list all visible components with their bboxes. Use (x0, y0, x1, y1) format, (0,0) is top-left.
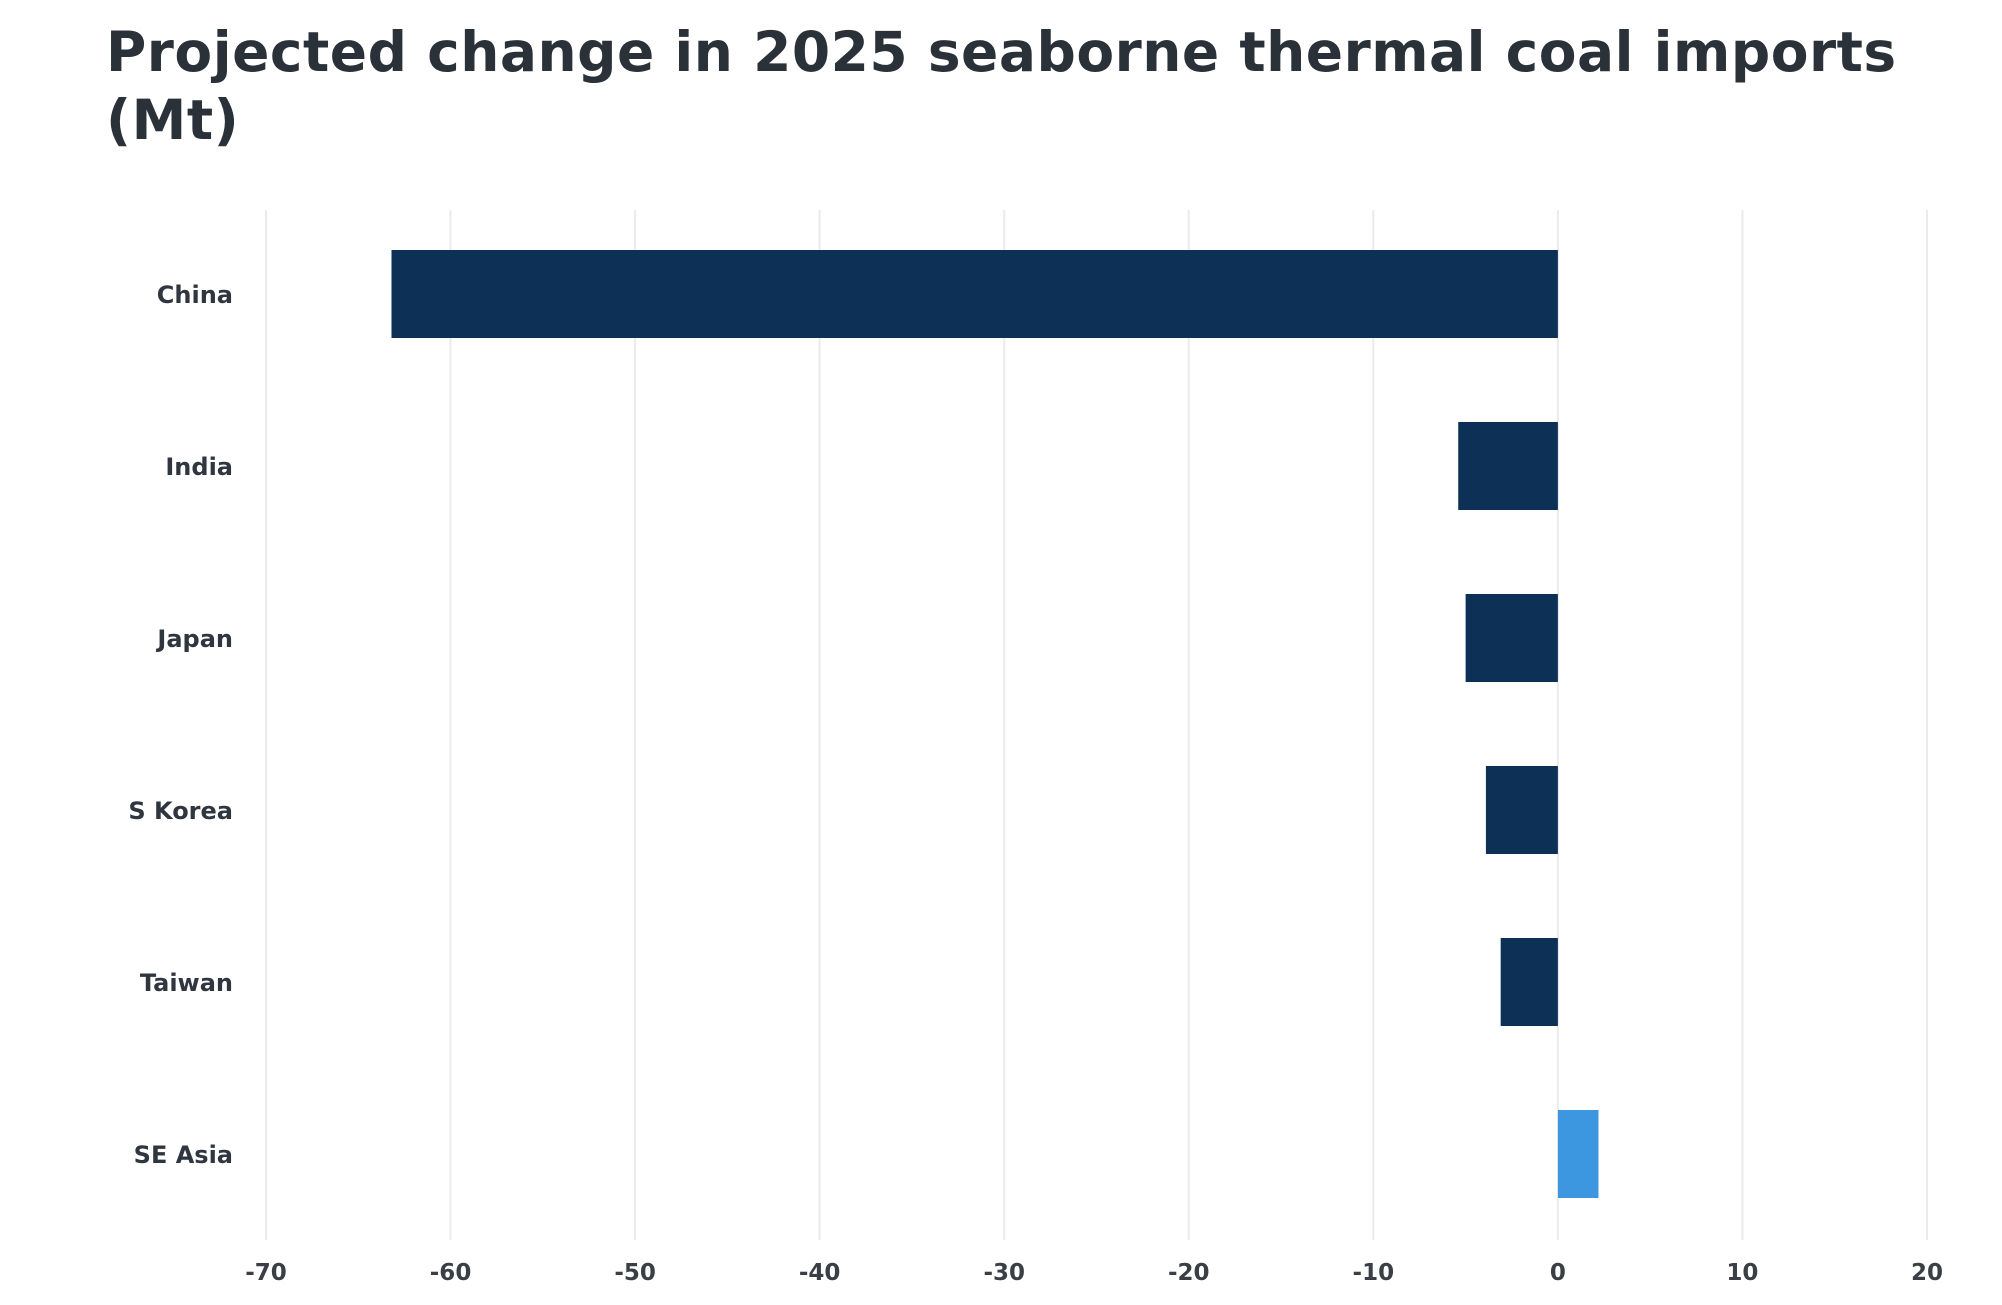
x-tick-label-50: -50 (614, 1260, 656, 1286)
category-label-se-asia: SE Asia (134, 1141, 233, 1169)
category-label-taiwan: Taiwan (140, 969, 233, 997)
bar-china (391, 250, 1558, 338)
bar-se-asia (1557, 1110, 1599, 1198)
x-tick-label-70: -70 (245, 1260, 287, 1286)
category-label-japan: Japan (155, 625, 233, 653)
bars (391, 250, 1599, 1198)
x-tick-label-40: -40 (799, 1260, 841, 1286)
x-tick-label-10: 10 (1726, 1260, 1758, 1286)
x-tick-label-30: -30 (983, 1260, 1025, 1286)
x-tick-label-10: -10 (1353, 1260, 1395, 1286)
category-label-s-korea: S Korea (128, 797, 233, 825)
x-tick-label-20: -20 (1168, 1260, 1210, 1286)
gridlines (265, 210, 1928, 1240)
chart-title: Projected change in 2025 seaborne therma… (106, 20, 1897, 152)
category-labels: China India Japan S Korea Taiwan SE Asia (128, 281, 233, 1169)
bar-taiwan (1500, 938, 1558, 1026)
bar-s-korea (1485, 766, 1558, 854)
x-axis-tick-labels: -70 -60 -50 -40 -30 -20 -10 0 10 20 (245, 1260, 1943, 1286)
category-label-india: India (165, 453, 233, 481)
category-label-china: China (157, 281, 233, 309)
x-tick-label-60: -60 (430, 1260, 472, 1286)
bar-japan (1465, 594, 1558, 682)
x-tick-label-20: 20 (1911, 1260, 1943, 1286)
bar-india (1458, 422, 1558, 510)
x-tick-label-0: 0 (1550, 1260, 1566, 1286)
